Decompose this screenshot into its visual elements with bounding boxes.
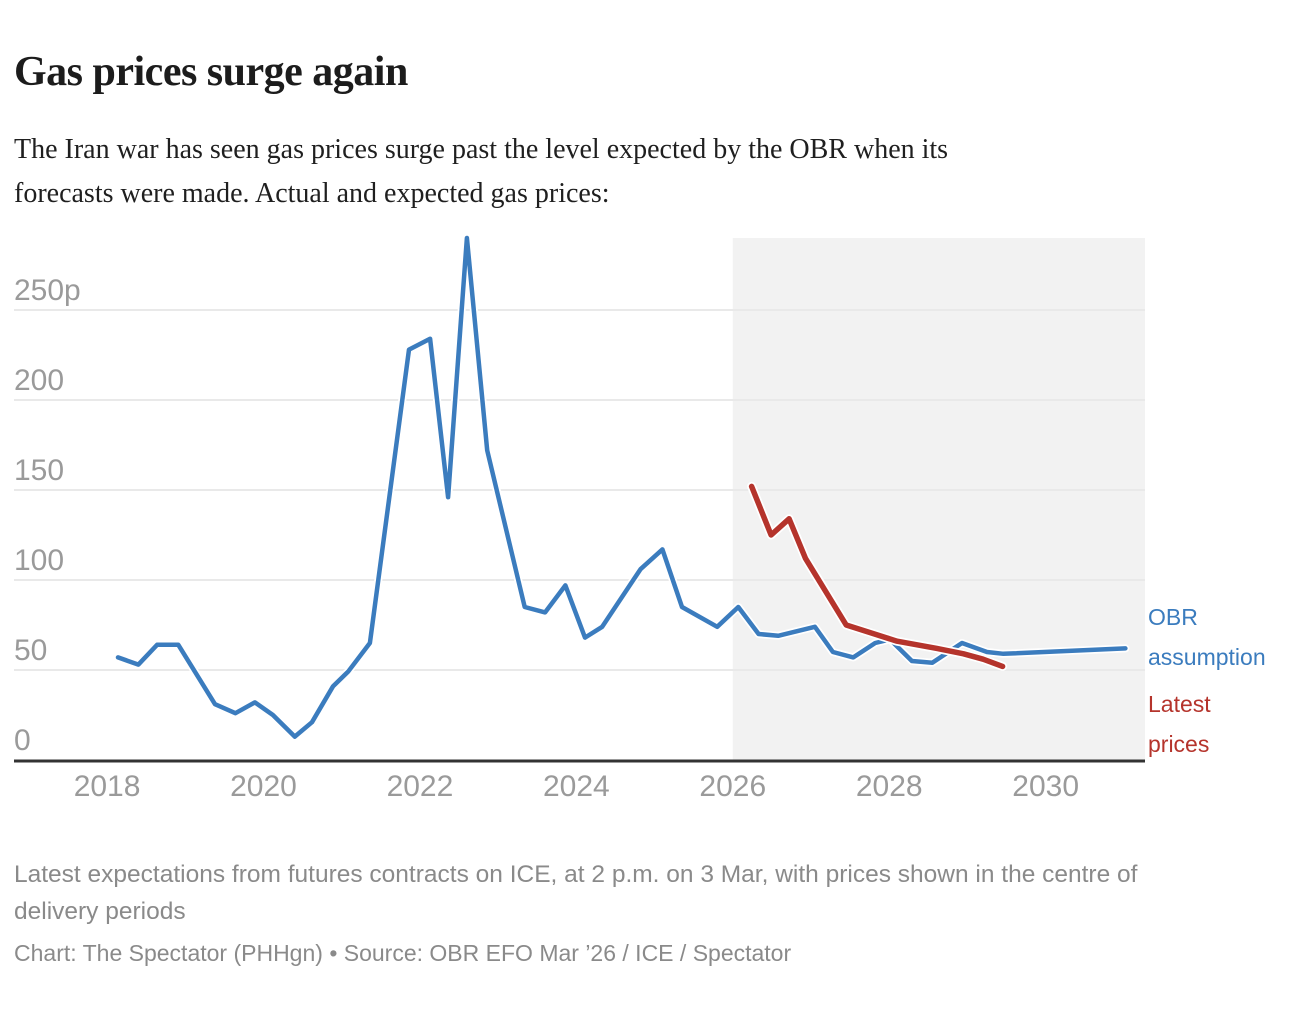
y-tick-label-150: 150 (14, 454, 64, 487)
x-tick-label-2030: 2030 (1012, 770, 1079, 803)
x-tick-label-2022: 2022 (387, 770, 454, 803)
chart-title: Gas prices surge again (14, 49, 408, 96)
series-label-obr-assumption: OBR assumption (1148, 604, 1266, 670)
series-label-latest-prices: Latest prices (1148, 691, 1211, 757)
y-tick-label-100: 100 (14, 544, 64, 577)
series-line-latest-prices (748, 483, 1006, 670)
forecast-shade-region (732, 238, 1145, 762)
x-axis-line (14, 759, 1145, 763)
chart-credit: Chart: The Spectator (PHHgn) • Source: O… (14, 940, 792, 966)
x-tick-label-2028: 2028 (856, 770, 923, 803)
series-line-obr-assumption (115, 235, 1128, 739)
x-tick-label-2018: 2018 (74, 770, 141, 803)
y-tick-label-200: 200 (14, 364, 64, 397)
x-tick-label-2024: 2024 (543, 770, 610, 803)
line-chart-plot: 0 50 100 150 200 250p 2018 2020 2022 2024 2026 2028… (14, 234, 1145, 803)
chart-notes: Latest expectations from futures contrac… (14, 861, 1138, 925)
chart-subtitle: The Iran war has seen gas prices surge p… (14, 134, 949, 209)
x-tick-label-2026: 2026 (699, 770, 766, 803)
y-tick-label-50: 50 (14, 634, 47, 667)
y-tick-label-250: 250p (14, 274, 81, 307)
x-tick-label-2020: 2020 (230, 770, 297, 803)
y-tick-label-0: 0 (14, 724, 31, 757)
